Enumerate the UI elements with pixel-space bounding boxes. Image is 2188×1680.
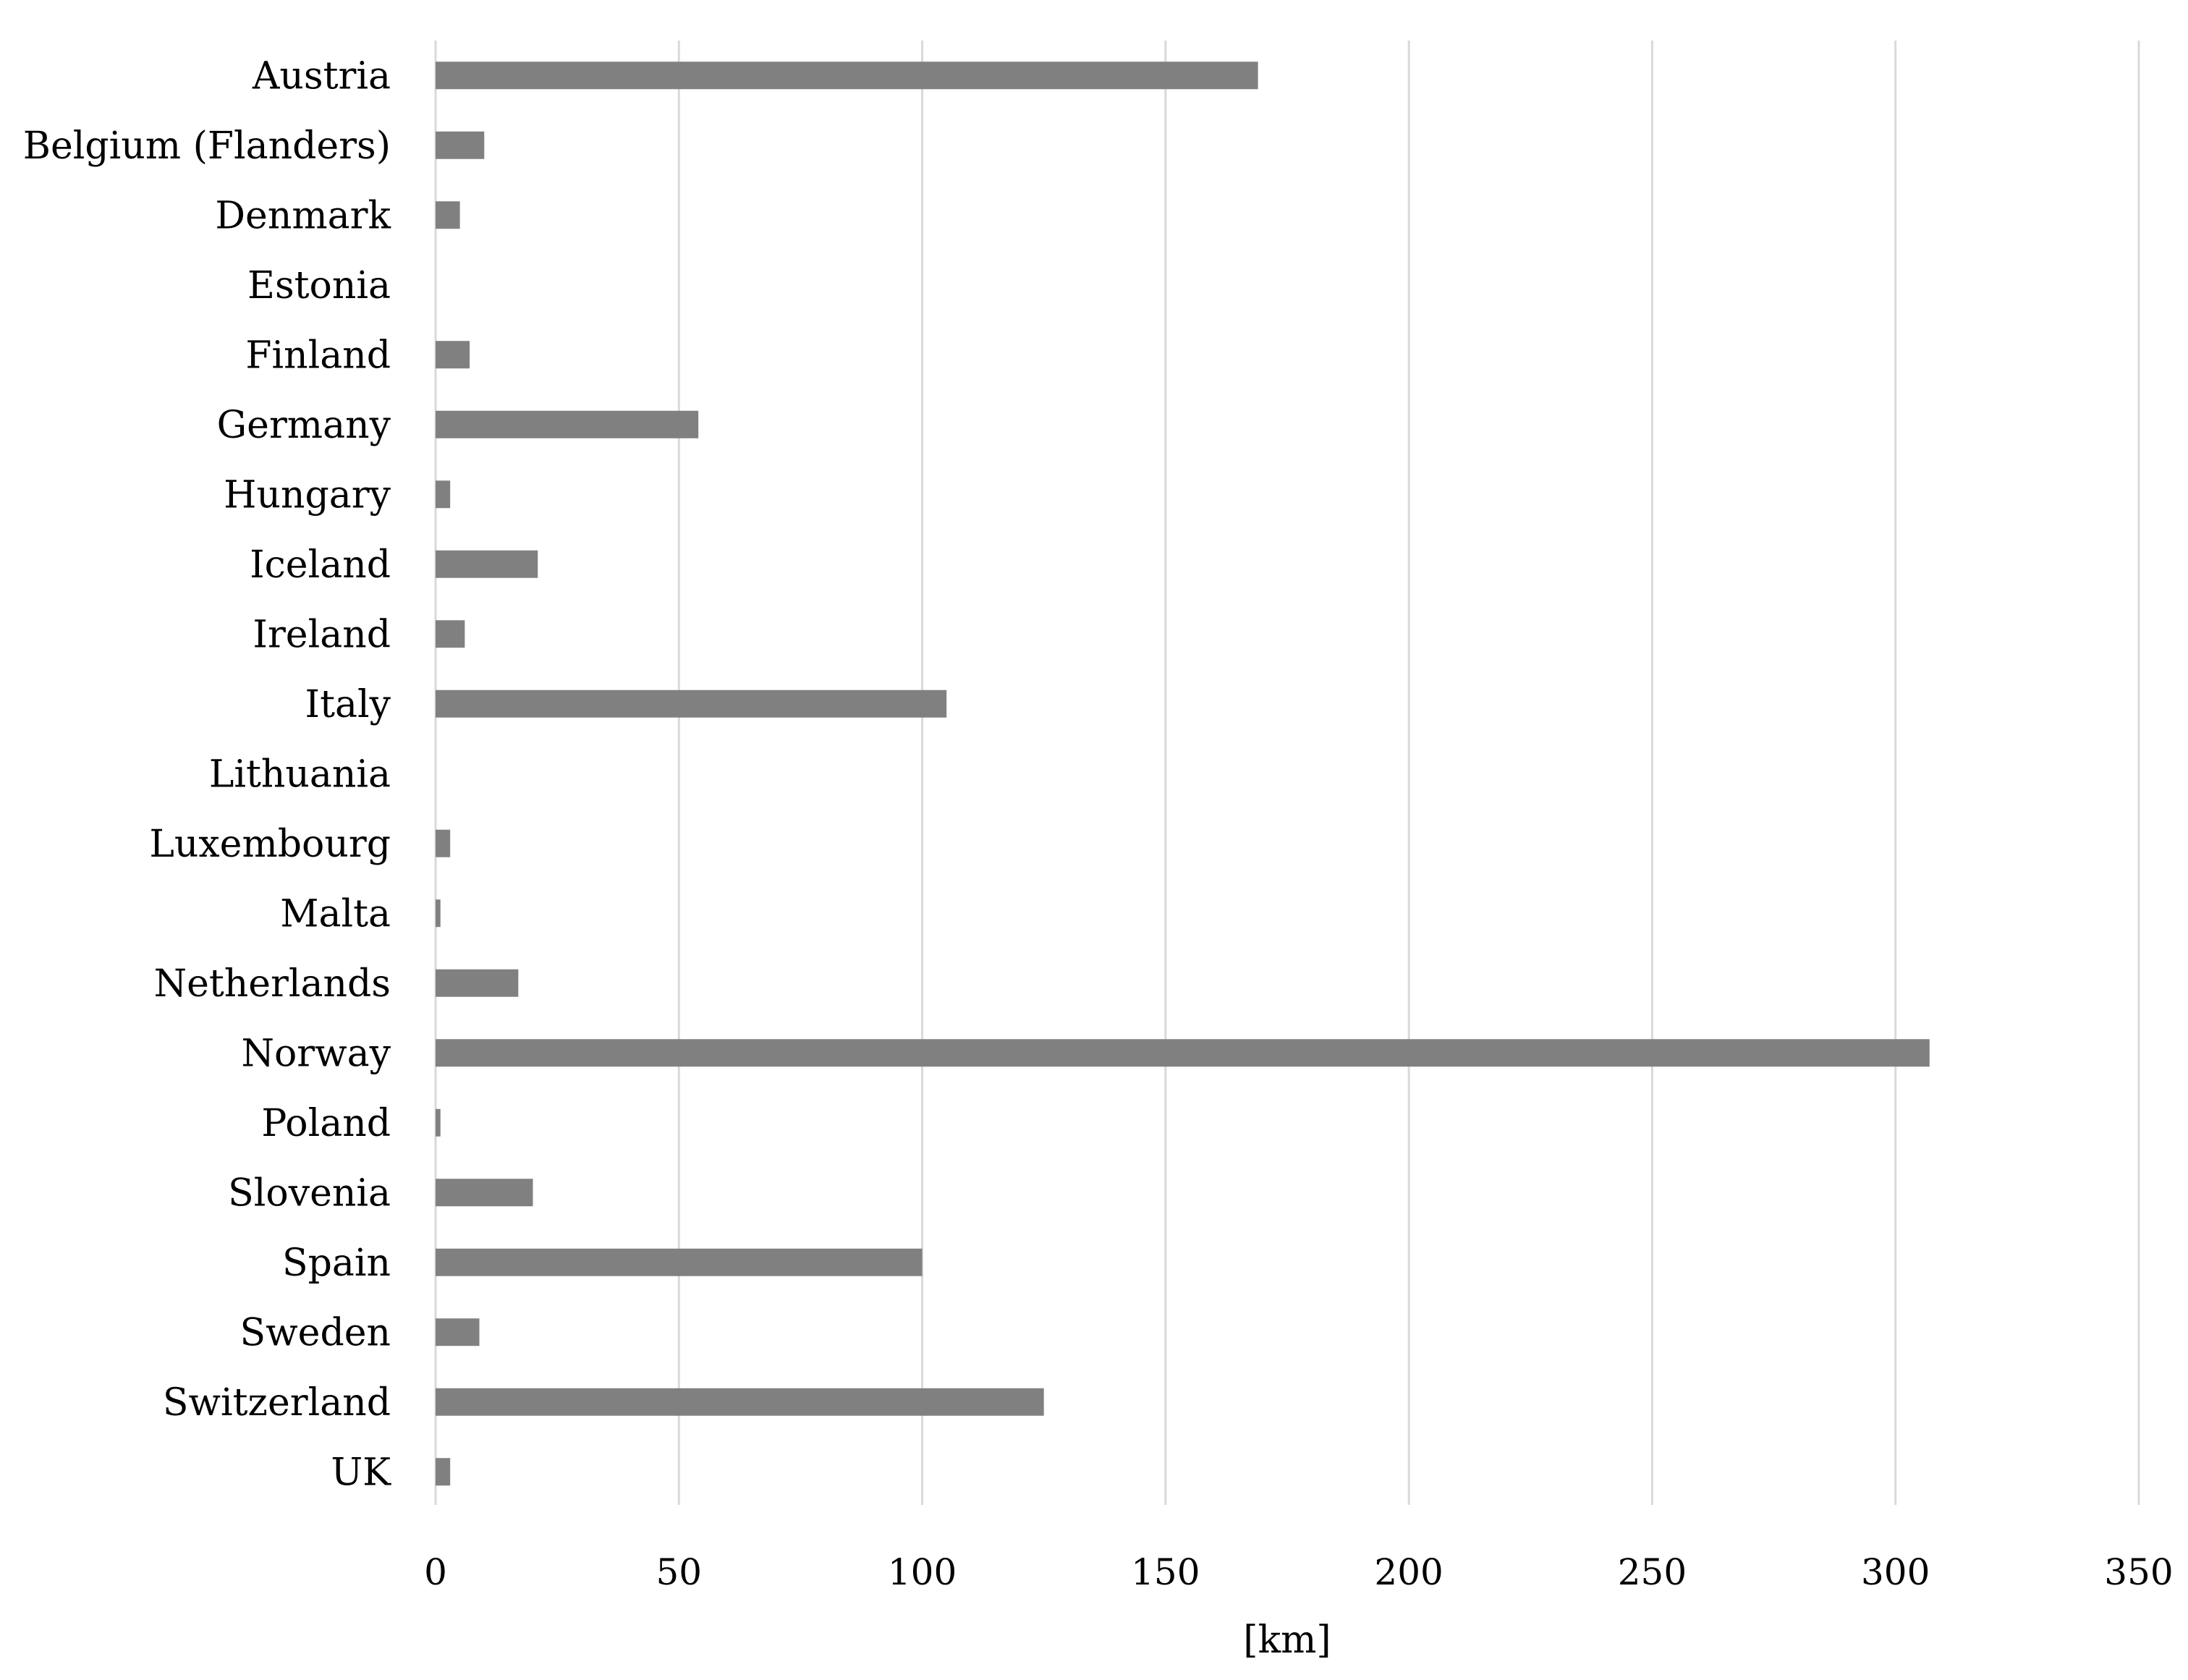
bar-italy	[436, 690, 947, 718]
bar-uk	[436, 1458, 451, 1486]
x-tick-label-300: 300	[1861, 1551, 1930, 1593]
category-label-denmark: Denmark	[215, 194, 391, 237]
category-label-netherlands: Netherlands	[154, 962, 391, 1006]
bar-denmark	[436, 201, 460, 229]
category-label-austria: Austria	[252, 54, 391, 98]
gridlines	[434, 41, 2140, 1505]
category-label-slovenia: Slovenia	[228, 1171, 391, 1215]
bar-poland	[436, 1108, 441, 1137]
category-label-ireland: Ireland	[253, 613, 391, 656]
category-label-luxembourg: Luxembourg	[149, 823, 391, 866]
category-label-finland: Finland	[245, 334, 391, 377]
bars	[436, 61, 1930, 1486]
bar-norway	[436, 1039, 1930, 1067]
category-label-sweden: Sweden	[240, 1311, 391, 1354]
category-label-switzerland: Switzerland	[163, 1381, 391, 1425]
bar-malta	[436, 899, 441, 928]
category-label-spain: Spain	[282, 1242, 391, 1285]
x-tick-labels: 0 50 100 150 200 250 300 350	[424, 1551, 2174, 1593]
bar-switzerland	[436, 1388, 1044, 1416]
x-tick-label-200: 200	[1374, 1551, 1443, 1593]
x-tick-label-50: 50	[656, 1551, 702, 1593]
category-label-malta: Malta	[280, 892, 391, 936]
bar-germany	[436, 410, 699, 438]
bar-ireland	[436, 620, 465, 648]
bar-spain	[436, 1248, 923, 1276]
bar-austria	[436, 61, 1258, 90]
category-label-estonia: Estonia	[247, 264, 391, 307]
category-label-germany: Germany	[217, 404, 391, 447]
bar-iceland	[436, 550, 538, 578]
bar-slovenia	[436, 1179, 533, 1207]
bar-belgium-flanders	[436, 131, 485, 159]
bar-hungary	[436, 480, 451, 509]
category-label-belgium-flanders: Belgium (Flanders)	[23, 124, 391, 168]
bar-netherlands	[436, 969, 519, 997]
category-labels: Austria Belgium (Flanders) Denmark Estonia F…	[23, 54, 391, 1494]
category-label-hungary: Hungary	[224, 473, 391, 517]
category-label-iceland: Iceland	[250, 543, 391, 587]
x-tick-label-150: 150	[1131, 1551, 1200, 1593]
x-tick-label-0: 0	[424, 1551, 447, 1593]
category-label-italy: Italy	[305, 683, 391, 726]
category-label-lithuania: Lithuania	[209, 752, 391, 796]
x-axis-title: [km]	[1243, 1619, 1331, 1662]
bar-finland	[436, 341, 470, 369]
bar-sweden	[436, 1318, 480, 1346]
x-tick-label-250: 250	[1618, 1551, 1687, 1593]
category-label-uk: UK	[331, 1451, 391, 1494]
x-tick-label-350: 350	[2104, 1551, 2173, 1593]
category-label-norway: Norway	[241, 1032, 391, 1075]
x-tick-label-100: 100	[888, 1551, 957, 1593]
category-label-poland: Poland	[261, 1102, 391, 1145]
bar-luxembourg	[436, 829, 451, 857]
